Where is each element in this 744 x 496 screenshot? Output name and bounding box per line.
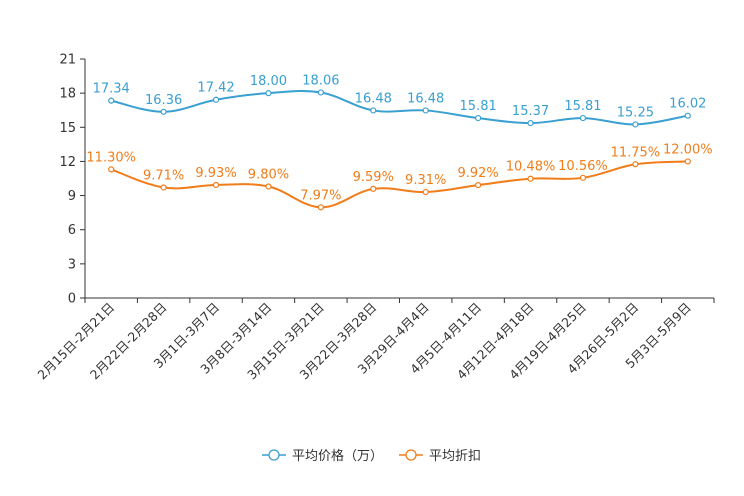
data-label: 10.48% xyxy=(506,160,556,175)
data-label: 16.36 xyxy=(145,93,182,108)
legend-label: 平均价格（万） xyxy=(292,448,383,464)
data-label: 18.00 xyxy=(250,74,287,89)
data-point xyxy=(632,121,639,128)
data-label: 9.93% xyxy=(195,166,236,181)
y-tick-label: 9 xyxy=(68,189,76,204)
y-tick-label: 18 xyxy=(59,87,76,102)
data-label: 17.34 xyxy=(93,82,130,97)
y-tick-label: 21 xyxy=(59,53,76,68)
data-label: 11.75% xyxy=(611,145,661,160)
y-tick-label: 15 xyxy=(59,121,76,136)
data-label: 7.97% xyxy=(300,188,341,203)
data-label: 9.71% xyxy=(143,168,184,183)
legend-marker xyxy=(268,449,280,461)
data-point xyxy=(684,158,691,165)
data-label: 16.48 xyxy=(407,91,444,106)
data-label: 15.81 xyxy=(564,99,601,114)
data-point xyxy=(579,114,587,122)
data-label: 12.00% xyxy=(663,142,713,157)
series-1: 11.30% 9.71% 9.93% 9.80% 7.97% 9.59% 9.31% 9.92… xyxy=(86,142,713,211)
data-label: 15.37 xyxy=(512,104,549,119)
data-point xyxy=(579,174,587,181)
data-point xyxy=(527,119,534,127)
data-label: 16.02 xyxy=(669,97,706,112)
data-label: 9.59% xyxy=(353,170,394,185)
data-point xyxy=(265,183,272,190)
data-point xyxy=(475,182,482,189)
data-point xyxy=(527,175,534,182)
data-point xyxy=(160,108,167,115)
data-point xyxy=(317,204,324,211)
legend-item-0[interactable]: 平均价格（万） xyxy=(262,448,383,464)
data-point xyxy=(160,184,167,191)
data-point xyxy=(108,166,115,173)
data-point xyxy=(212,181,220,189)
y-tick-label: 0 xyxy=(68,292,76,307)
data-label: 10.56% xyxy=(558,159,608,174)
series-layer: 17.34 16.36 17.42 18.00 18.06 16.48 16.48 15.81… xyxy=(86,73,713,211)
data-point xyxy=(475,114,482,122)
series-0: 17.34 16.36 17.42 18.00 18.06 16.48 16.48 15.81… xyxy=(93,73,706,128)
legend[interactable]: 平均价格（万） 平均折扣 xyxy=(262,448,481,464)
data-point xyxy=(422,188,429,196)
data-label: 11.30% xyxy=(86,150,136,165)
series-line xyxy=(110,89,688,126)
series-line xyxy=(110,160,688,209)
data-label: 18.06 xyxy=(302,73,339,88)
y-tick-label: 6 xyxy=(68,223,76,238)
y-tick-label: 12 xyxy=(59,155,76,170)
data-label: 16.48 xyxy=(355,91,392,106)
y-axis: 0 3 6 9 12 15 18 21 xyxy=(59,53,86,307)
data-point xyxy=(317,89,324,96)
data-point xyxy=(265,90,272,97)
legend-label: 平均折扣 xyxy=(429,449,481,464)
data-point xyxy=(370,107,377,114)
y-tick-label: 3 xyxy=(68,257,76,272)
data-label: 9.92% xyxy=(457,166,498,181)
data-label: 15.81 xyxy=(460,99,497,114)
data-point xyxy=(212,96,220,103)
legend-item-1[interactable]: 平均折扣 xyxy=(399,449,481,464)
data-point xyxy=(108,97,115,104)
data-label: 9.31% xyxy=(405,173,446,188)
x-axis: 2月15日-2月21日2月22日-2月28日3月1日-3月7日3月8日-3月14… xyxy=(34,297,715,382)
data-label: 17.42 xyxy=(197,81,234,96)
data-point xyxy=(684,112,691,119)
data-point xyxy=(422,107,429,114)
data-point xyxy=(370,185,377,192)
legend-marker xyxy=(405,449,417,461)
data-label: 15.25 xyxy=(617,105,654,120)
data-point xyxy=(632,161,639,168)
data-label: 9.80% xyxy=(248,167,289,182)
